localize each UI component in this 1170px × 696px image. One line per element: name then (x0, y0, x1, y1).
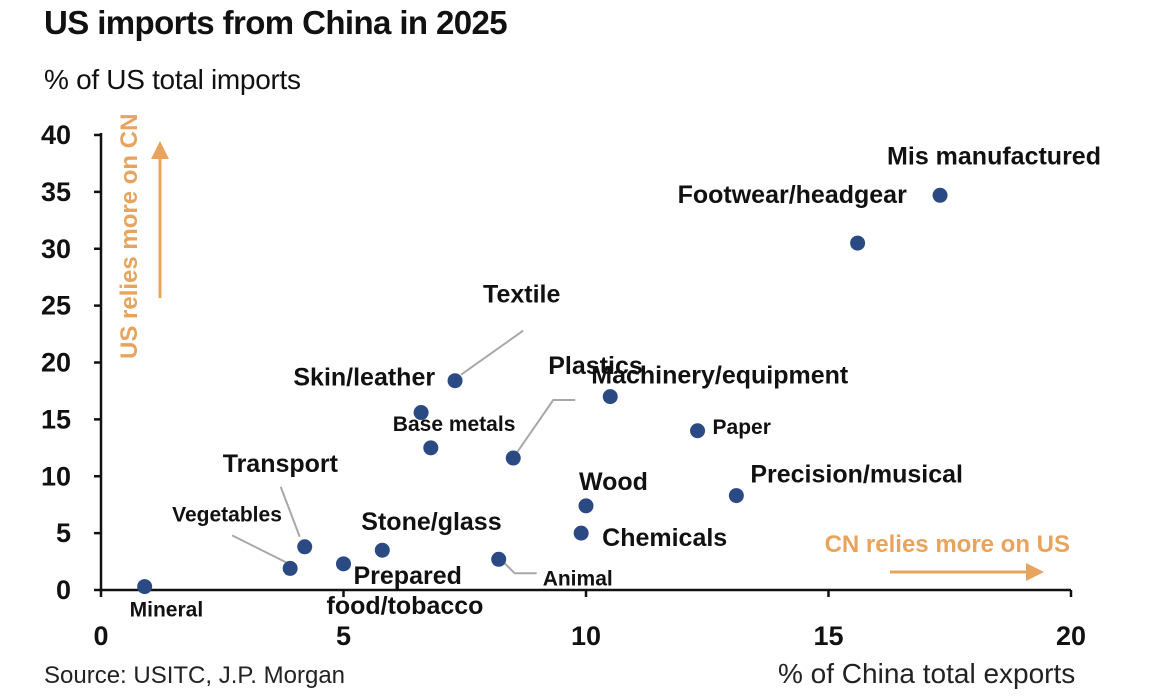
point-label: Vegetables (172, 503, 282, 526)
x-tick-label: 10 (571, 621, 601, 651)
y-tick-label: 0 (56, 575, 71, 605)
y-tick-label: 30 (41, 234, 71, 264)
leader-line (516, 399, 576, 453)
point-label: Skin/leather (293, 364, 435, 392)
y-tick-label: 15 (41, 404, 71, 434)
y-tick-label: 35 (41, 177, 71, 207)
data-point (297, 539, 313, 555)
point-label: Animal (543, 567, 613, 590)
data-point (690, 423, 706, 439)
point-label: Machinery/equipment (591, 362, 849, 390)
leader-line (231, 534, 287, 564)
y-tick-label: 5 (56, 518, 71, 548)
data-point (932, 187, 948, 203)
chart-title: US imports from China in 2025 (44, 4, 508, 41)
y-axis-title: % of US total imports (44, 64, 301, 95)
x-tick-label: 5 (336, 621, 351, 651)
point-label: Chemicals (602, 524, 727, 552)
data-point (573, 525, 589, 541)
data-point (374, 542, 390, 558)
point-label: Prepared food/tobacco (327, 562, 484, 620)
point-label: Mis manufactured (887, 142, 1101, 170)
x-tick-label: 20 (1056, 621, 1086, 651)
point-label: Footwear/headgear (678, 181, 907, 209)
leader-line (279, 486, 301, 538)
data-point (491, 551, 507, 567)
point-label: Stone/glass (361, 508, 501, 536)
data-point (602, 389, 618, 405)
data-point (413, 405, 429, 421)
x-axis-title: % of China total exports (778, 658, 1076, 689)
y-tick-label: 10 (41, 461, 71, 491)
point-label: Textile (483, 281, 560, 309)
data-point (137, 579, 153, 595)
x-tick-label: 0 (93, 621, 108, 651)
y-tick-label: 20 (41, 348, 71, 378)
data-point (423, 440, 439, 456)
y-direction-annotation: US relies more on CN (116, 114, 143, 359)
point-label: Mineral (130, 599, 204, 622)
data-point (336, 556, 351, 572)
leader-line (460, 329, 524, 376)
point-label: Transport (223, 450, 339, 478)
data-point (505, 450, 521, 466)
point-label: Plastics (548, 352, 643, 380)
data-point (447, 373, 463, 389)
data-point (728, 488, 744, 504)
y-tick-label: 25 (41, 291, 71, 321)
point-label: Base metals (393, 413, 516, 436)
data-point (850, 235, 866, 251)
x-direction-annotation: CN relies more on US (825, 531, 1070, 558)
point-label: Paper (713, 416, 771, 439)
y-tick-label: 40 (41, 120, 71, 150)
data-point (282, 560, 298, 576)
leader-line (503, 562, 537, 575)
source-note: Source: USITC, J.P. Morgan (44, 662, 346, 689)
x-tick-label: 15 (813, 621, 843, 651)
data-point (578, 498, 594, 514)
point-label: Precision/musical (750, 461, 963, 489)
point-label: Wood (579, 468, 648, 496)
